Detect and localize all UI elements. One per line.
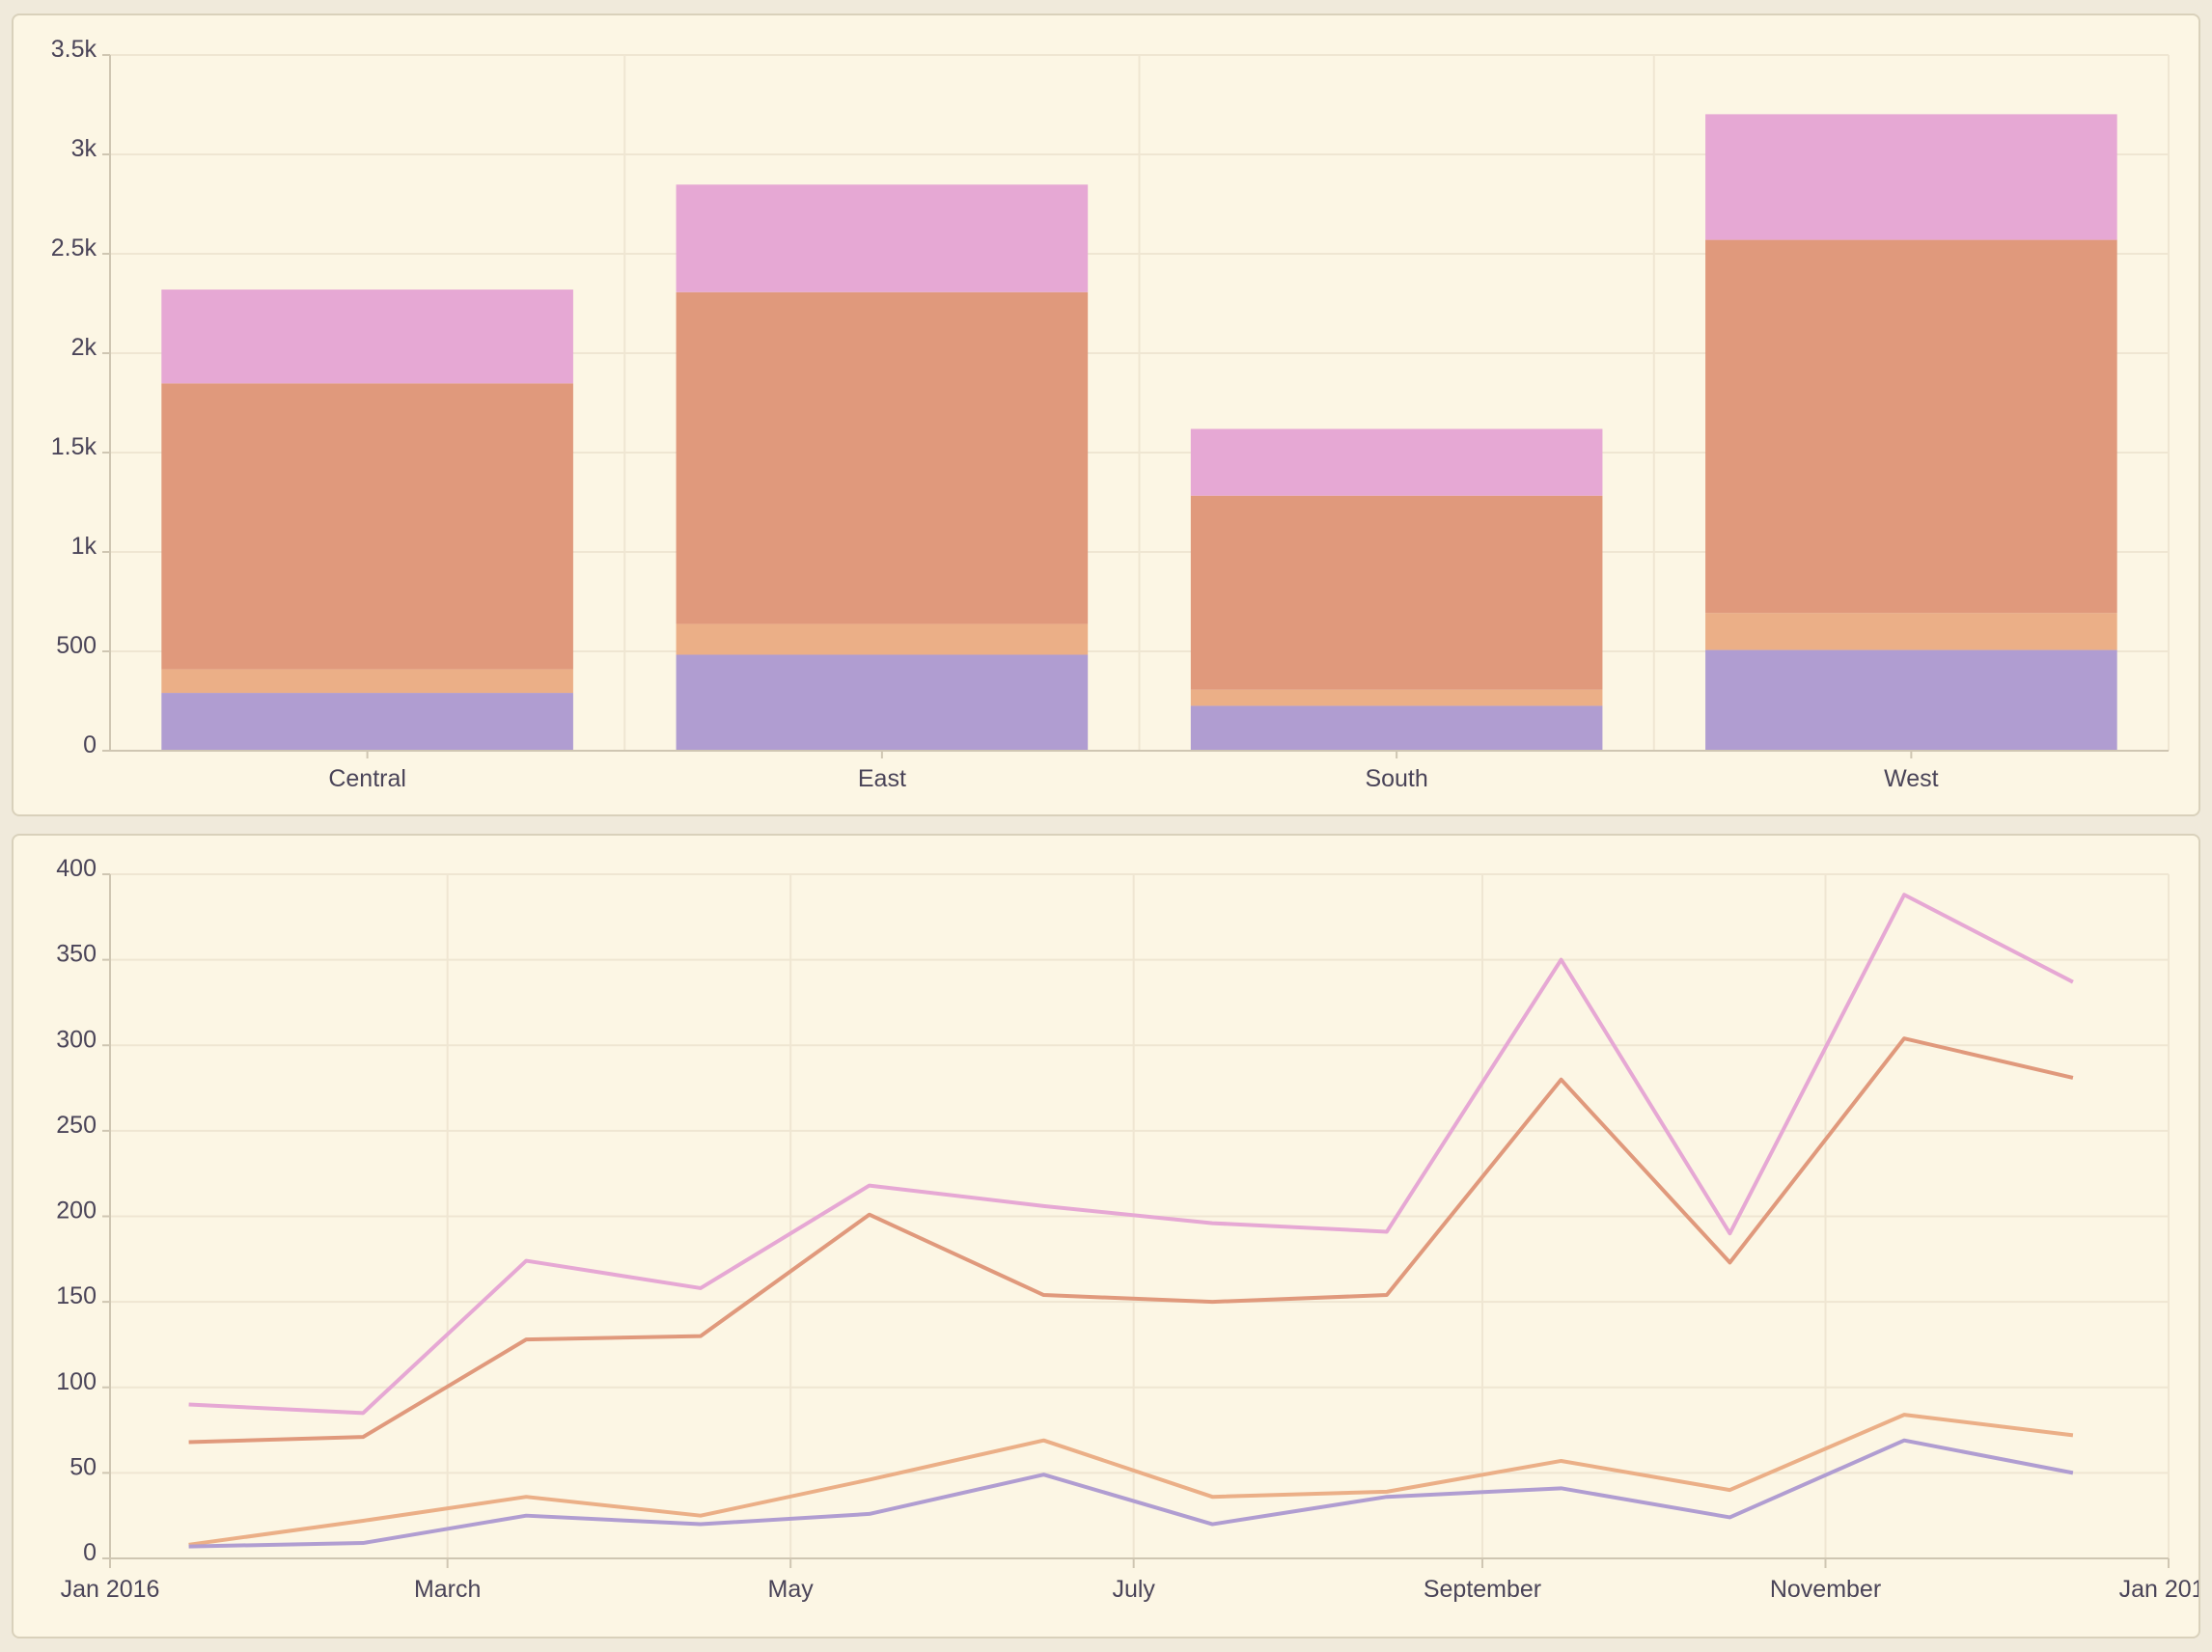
y-tick-label: 1.5k — [51, 433, 97, 460]
y-tick-label: 150 — [56, 1282, 97, 1309]
y-tick-label: 200 — [56, 1198, 97, 1225]
y-tick-label: 250 — [56, 1112, 97, 1139]
y-tick-label: 3.5k — [51, 36, 97, 63]
bar-segment — [161, 383, 573, 670]
series-line — [188, 1413, 2074, 1547]
series-line — [188, 893, 2074, 1416]
y-tick-label: 50 — [69, 1453, 97, 1480]
y-tick-label: 2.5k — [51, 234, 97, 262]
bar-segment — [161, 693, 573, 751]
line-chart: 0 50 100 150 200 250 300 350 400 Jan 2016 March May… — [56, 855, 2212, 1603]
y-tick-label: 3k — [71, 135, 97, 162]
bar-segment — [1705, 114, 2117, 240]
y-tick-label: 350 — [56, 941, 97, 968]
y-tick-label: 300 — [56, 1026, 97, 1053]
x-tick-label: West — [1884, 765, 1939, 792]
y-tick-label: 500 — [56, 632, 97, 659]
y-tick-label: 100 — [56, 1368, 97, 1395]
x-tick-label: May — [768, 1576, 815, 1603]
y-tick-label: 0 — [83, 1539, 97, 1566]
line-chart-panel — [12, 834, 2200, 1638]
bar-segment — [1190, 689, 1603, 706]
x-tick-label: Central — [328, 765, 406, 792]
x-tick-label: September — [1424, 1576, 1541, 1603]
x-tick-label: South — [1365, 765, 1427, 792]
x-tick-label: July — [1112, 1576, 1155, 1603]
bar-segment — [676, 184, 1089, 292]
stacked-bar-chart: 0 500 1k 1.5k 2k 2.5k 3k 3.5k Central East South We… — [51, 36, 2170, 792]
bar-segment — [1705, 649, 2117, 751]
bar-segment — [1190, 705, 1603, 751]
bar-segment — [1705, 613, 2117, 650]
bar-segment — [676, 654, 1089, 751]
x-tick-label: Jan 2017 — [2119, 1576, 2212, 1603]
bar-segment — [1190, 495, 1603, 690]
bar-segment — [1190, 428, 1603, 496]
x-tick-label: East — [858, 765, 906, 792]
bar-segment — [676, 623, 1089, 655]
x-tick-label: Jan 2016 — [61, 1576, 160, 1603]
bar-segment — [676, 291, 1089, 624]
y-tick-label: 1k — [71, 533, 97, 560]
bar-segment — [1705, 239, 2117, 614]
bar-segment — [161, 669, 573, 694]
x-tick-label: November — [1770, 1576, 1881, 1603]
x-tick-label: March — [414, 1576, 481, 1603]
y-tick-label: 0 — [83, 731, 97, 758]
y-tick-label: 2k — [71, 334, 97, 361]
series-line — [188, 1036, 2074, 1445]
series-line — [188, 1438, 2074, 1549]
y-tick-label: 400 — [56, 855, 97, 882]
bar-segment — [161, 289, 573, 384]
